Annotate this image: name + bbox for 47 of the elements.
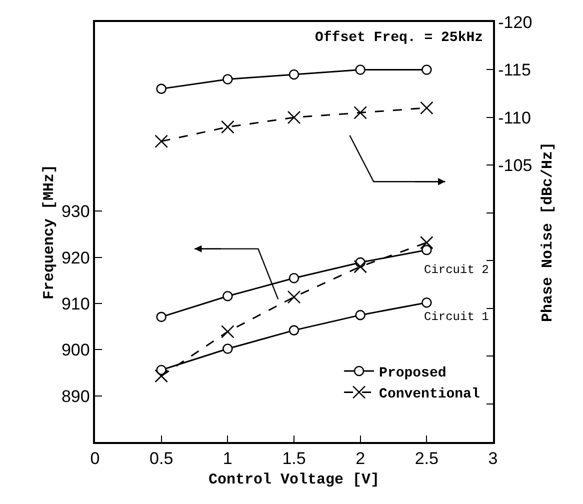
point (288, 69, 300, 80)
x-tick-label: 3 (488, 449, 498, 468)
y2-tick-label: -105 (498, 156, 532, 176)
y2-tick-label: -115 (498, 60, 531, 80)
point (354, 106, 367, 120)
point (420, 101, 434, 115)
point (287, 110, 301, 124)
annotation: Circuit 2 (424, 263, 489, 277)
point (422, 297, 432, 308)
x-tick-label: 1 (222, 449, 232, 468)
point (222, 74, 233, 84)
point (355, 64, 366, 75)
y-tick-label: 920 (61, 248, 90, 268)
point (154, 134, 168, 148)
point (222, 344, 233, 354)
point (420, 236, 434, 250)
y2-tick-label: -120 (498, 12, 532, 32)
point (222, 291, 233, 302)
point (422, 64, 432, 75)
legend-label: Proposed (379, 365, 446, 382)
x-tick-label: 2.5 (414, 449, 438, 468)
point (354, 260, 367, 274)
x-tick-label: 1.5 (282, 449, 306, 468)
annotation: Offset Freq. = 25kHz (315, 30, 484, 46)
y-tick-label: 910 (61, 294, 90, 314)
legend-label: Conventional (379, 386, 480, 403)
x-axis-title: Control Voltage [V] (208, 472, 380, 489)
point (154, 369, 168, 383)
point (288, 325, 300, 336)
x-tick-label: 0.5 (150, 449, 174, 468)
x-tick-label: 0 (90, 449, 100, 468)
y-tick-label: 890 (61, 386, 90, 406)
point (221, 325, 234, 338)
y2-axis-title: Phase Noise [dBc/Hz] (540, 142, 557, 322)
point (287, 290, 301, 304)
point (156, 84, 166, 94)
point (288, 273, 300, 284)
x-tick-label: 2 (356, 449, 366, 468)
y-tick-label: 900 (61, 340, 90, 360)
point (221, 120, 234, 134)
point (156, 312, 166, 322)
y-axis-title: Frequency [MHz] (41, 164, 58, 300)
y2-tick-label: -110 (498, 108, 531, 128)
point (422, 244, 432, 256)
annotation: Circuit 1 (424, 310, 489, 324)
point (355, 310, 366, 320)
y-tick-label: 930 (61, 202, 90, 222)
